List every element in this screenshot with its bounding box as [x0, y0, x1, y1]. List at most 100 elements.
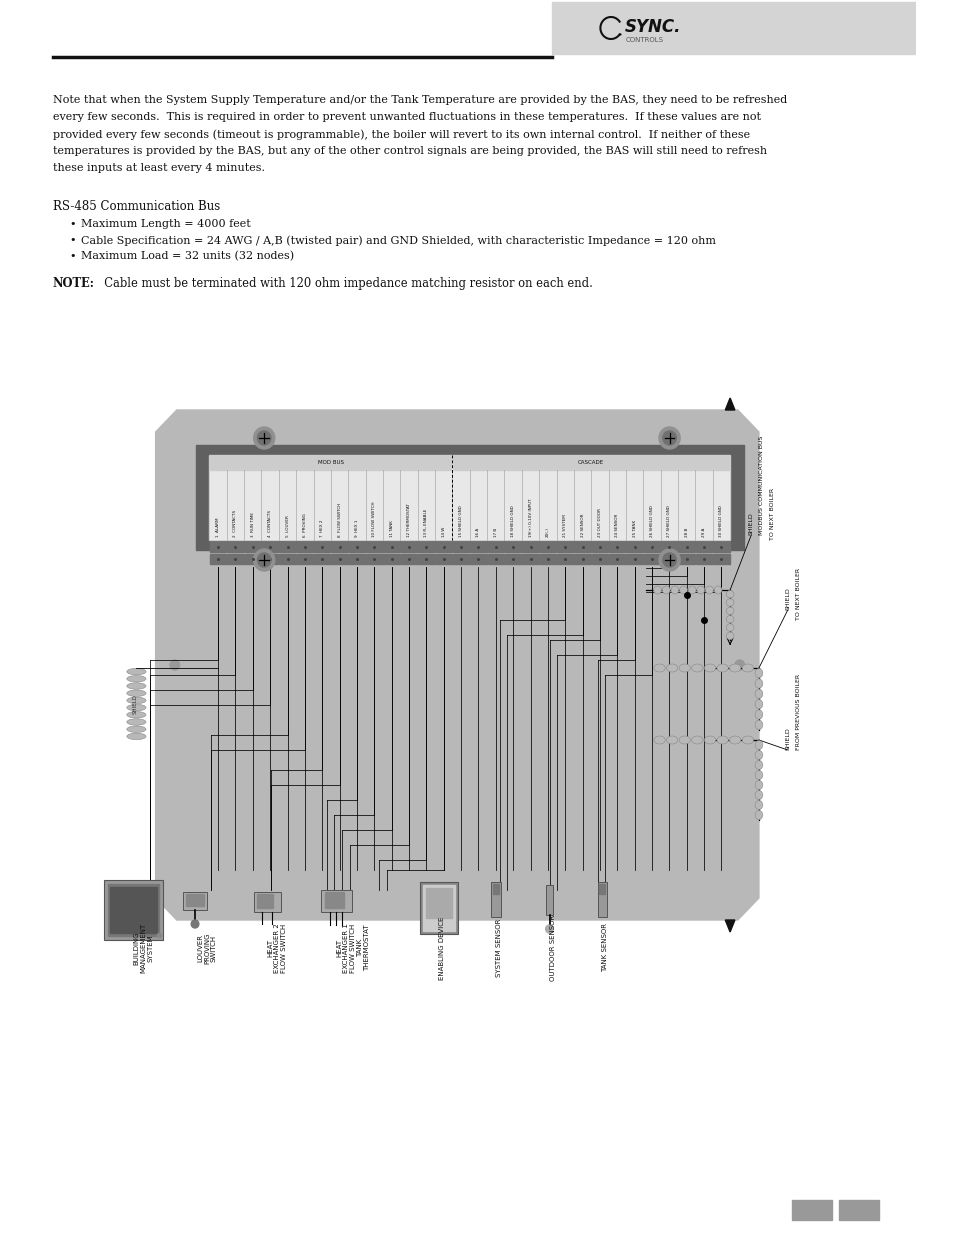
Text: •: • [70, 219, 75, 228]
Bar [453, 542, 469, 552]
Circle shape [253, 550, 274, 571]
Ellipse shape [716, 664, 727, 672]
Circle shape [257, 553, 271, 567]
Bar [104, 881, 163, 940]
Text: provided every few seconds (timeout is programmable), the boiler will revert to : provided every few seconds (timeout is p… [52, 128, 749, 140]
Text: 2  CONTACTS: 2 CONTACTS [233, 510, 237, 537]
Text: LOUVER
PROVING
SWITCH: LOUVER PROVING SWITCH [196, 932, 216, 963]
Bar [713, 542, 729, 552]
Ellipse shape [714, 585, 721, 594]
Text: these inputs at least every 4 minutes.: these inputs at least every 4 minutes. [52, 163, 265, 173]
Ellipse shape [127, 676, 146, 682]
Ellipse shape [127, 719, 146, 725]
Ellipse shape [754, 800, 762, 809]
Bar [244, 555, 261, 564]
Text: 15 SHIELD GND: 15 SHIELD GND [458, 505, 462, 537]
Bar [491, 882, 500, 918]
Text: Note that when the System Supply Temperature and/or the Tank Temperature are pro: Note that when the System Supply Tempera… [52, 95, 786, 105]
Text: 9  HEX 1: 9 HEX 1 [355, 520, 358, 537]
Ellipse shape [653, 664, 664, 672]
Ellipse shape [741, 664, 753, 672]
Ellipse shape [754, 781, 762, 789]
Bar [324, 892, 344, 908]
Bar [417, 542, 435, 552]
Ellipse shape [687, 585, 696, 594]
Bar [436, 555, 452, 564]
Text: SHIELD: SHIELD [132, 694, 138, 714]
Bar [436, 542, 452, 552]
Text: MOD BUS: MOD BUS [317, 461, 344, 466]
Text: 3  RUN TIME: 3 RUN TIME [251, 513, 254, 537]
Bar [349, 542, 365, 552]
Ellipse shape [754, 699, 762, 709]
Ellipse shape [729, 664, 740, 672]
Text: 30 SHIELD GND: 30 SHIELD GND [719, 505, 722, 537]
Bar [552, 2, 914, 54]
Bar [400, 542, 416, 552]
Text: Maximum Length = 4000 feet: Maximum Length = 4000 feet [81, 219, 251, 228]
Bar [383, 555, 399, 564]
Text: 18 SHIELD GND: 18 SHIELD GND [511, 505, 515, 537]
Text: SHIELD: SHIELD [748, 513, 753, 535]
Ellipse shape [691, 736, 702, 743]
Bar [296, 542, 313, 552]
Bar [453, 456, 728, 471]
Text: SHIELD: SHIELD [784, 588, 789, 610]
Bar [598, 884, 604, 894]
Ellipse shape [725, 599, 733, 606]
Text: 13 R₂ ENABLE: 13 R₂ ENABLE [424, 509, 428, 537]
Bar [493, 884, 498, 894]
Text: 4  CONTACTS: 4 CONTACTS [268, 510, 272, 537]
Bar [643, 542, 659, 552]
Text: FROM PREVIOUS BOILER: FROM PREVIOUS BOILER [795, 674, 800, 750]
Bar [626, 542, 642, 552]
Ellipse shape [697, 585, 704, 594]
Ellipse shape [127, 683, 146, 689]
Text: HEAT
EXCHANGER 2
FLOW SWITCH: HEAT EXCHANGER 2 FLOW SWITCH [267, 923, 287, 973]
Bar [244, 542, 261, 552]
Bar [545, 885, 553, 915]
Text: MODBUS COMMUNICATION BUS: MODBUS COMMUNICATION BUS [759, 436, 763, 535]
Polygon shape [724, 920, 734, 932]
Ellipse shape [725, 624, 733, 631]
Bar [195, 445, 742, 550]
Text: HEAT
EXCHANGER 1
FLOW SWITCH
TANK
THERMOSTAT: HEAT EXCHANGER 1 FLOW SWITCH TANK THERMO… [335, 923, 370, 973]
Text: 25 TANK: 25 TANK [632, 520, 636, 537]
Text: 24 SENSOR: 24 SENSOR [615, 514, 618, 537]
Bar [331, 542, 348, 552]
Ellipse shape [741, 736, 753, 743]
Bar [539, 555, 556, 564]
Bar [521, 555, 538, 564]
Circle shape [253, 427, 274, 450]
Text: •: • [70, 235, 75, 245]
Polygon shape [724, 398, 734, 410]
Text: Cable Specification = 24 AWG / A,B (twisted pair) and GND Shielded, with charact: Cable Specification = 24 AWG / A,B (twis… [81, 235, 715, 246]
Text: 5  LOUVER: 5 LOUVER [285, 515, 289, 537]
Bar [504, 555, 520, 564]
Text: 1  ALARM: 1 ALARM [216, 517, 220, 537]
Text: CONTROLS: CONTROLS [625, 37, 662, 43]
Bar [279, 555, 295, 564]
Text: SHIELD: SHIELD [784, 727, 789, 750]
Circle shape [170, 659, 179, 671]
Ellipse shape [705, 585, 713, 594]
Bar [713, 555, 729, 564]
Ellipse shape [679, 664, 690, 672]
Bar [695, 555, 712, 564]
Ellipse shape [725, 608, 733, 615]
Ellipse shape [127, 698, 146, 704]
Circle shape [545, 925, 553, 932]
Bar [419, 882, 457, 934]
Bar [574, 542, 590, 552]
Bar [557, 555, 573, 564]
Bar [320, 890, 352, 911]
Text: TO NEXT BOILER: TO NEXT BOILER [769, 488, 774, 540]
Bar [257, 894, 273, 908]
Bar [539, 542, 556, 552]
Text: 12 THERMOSTAT: 12 THERMOSTAT [407, 503, 411, 537]
Ellipse shape [666, 736, 678, 743]
Text: CASCADE: CASCADE [578, 461, 603, 466]
Ellipse shape [670, 585, 678, 594]
Bar [660, 555, 677, 564]
Bar [487, 542, 503, 552]
